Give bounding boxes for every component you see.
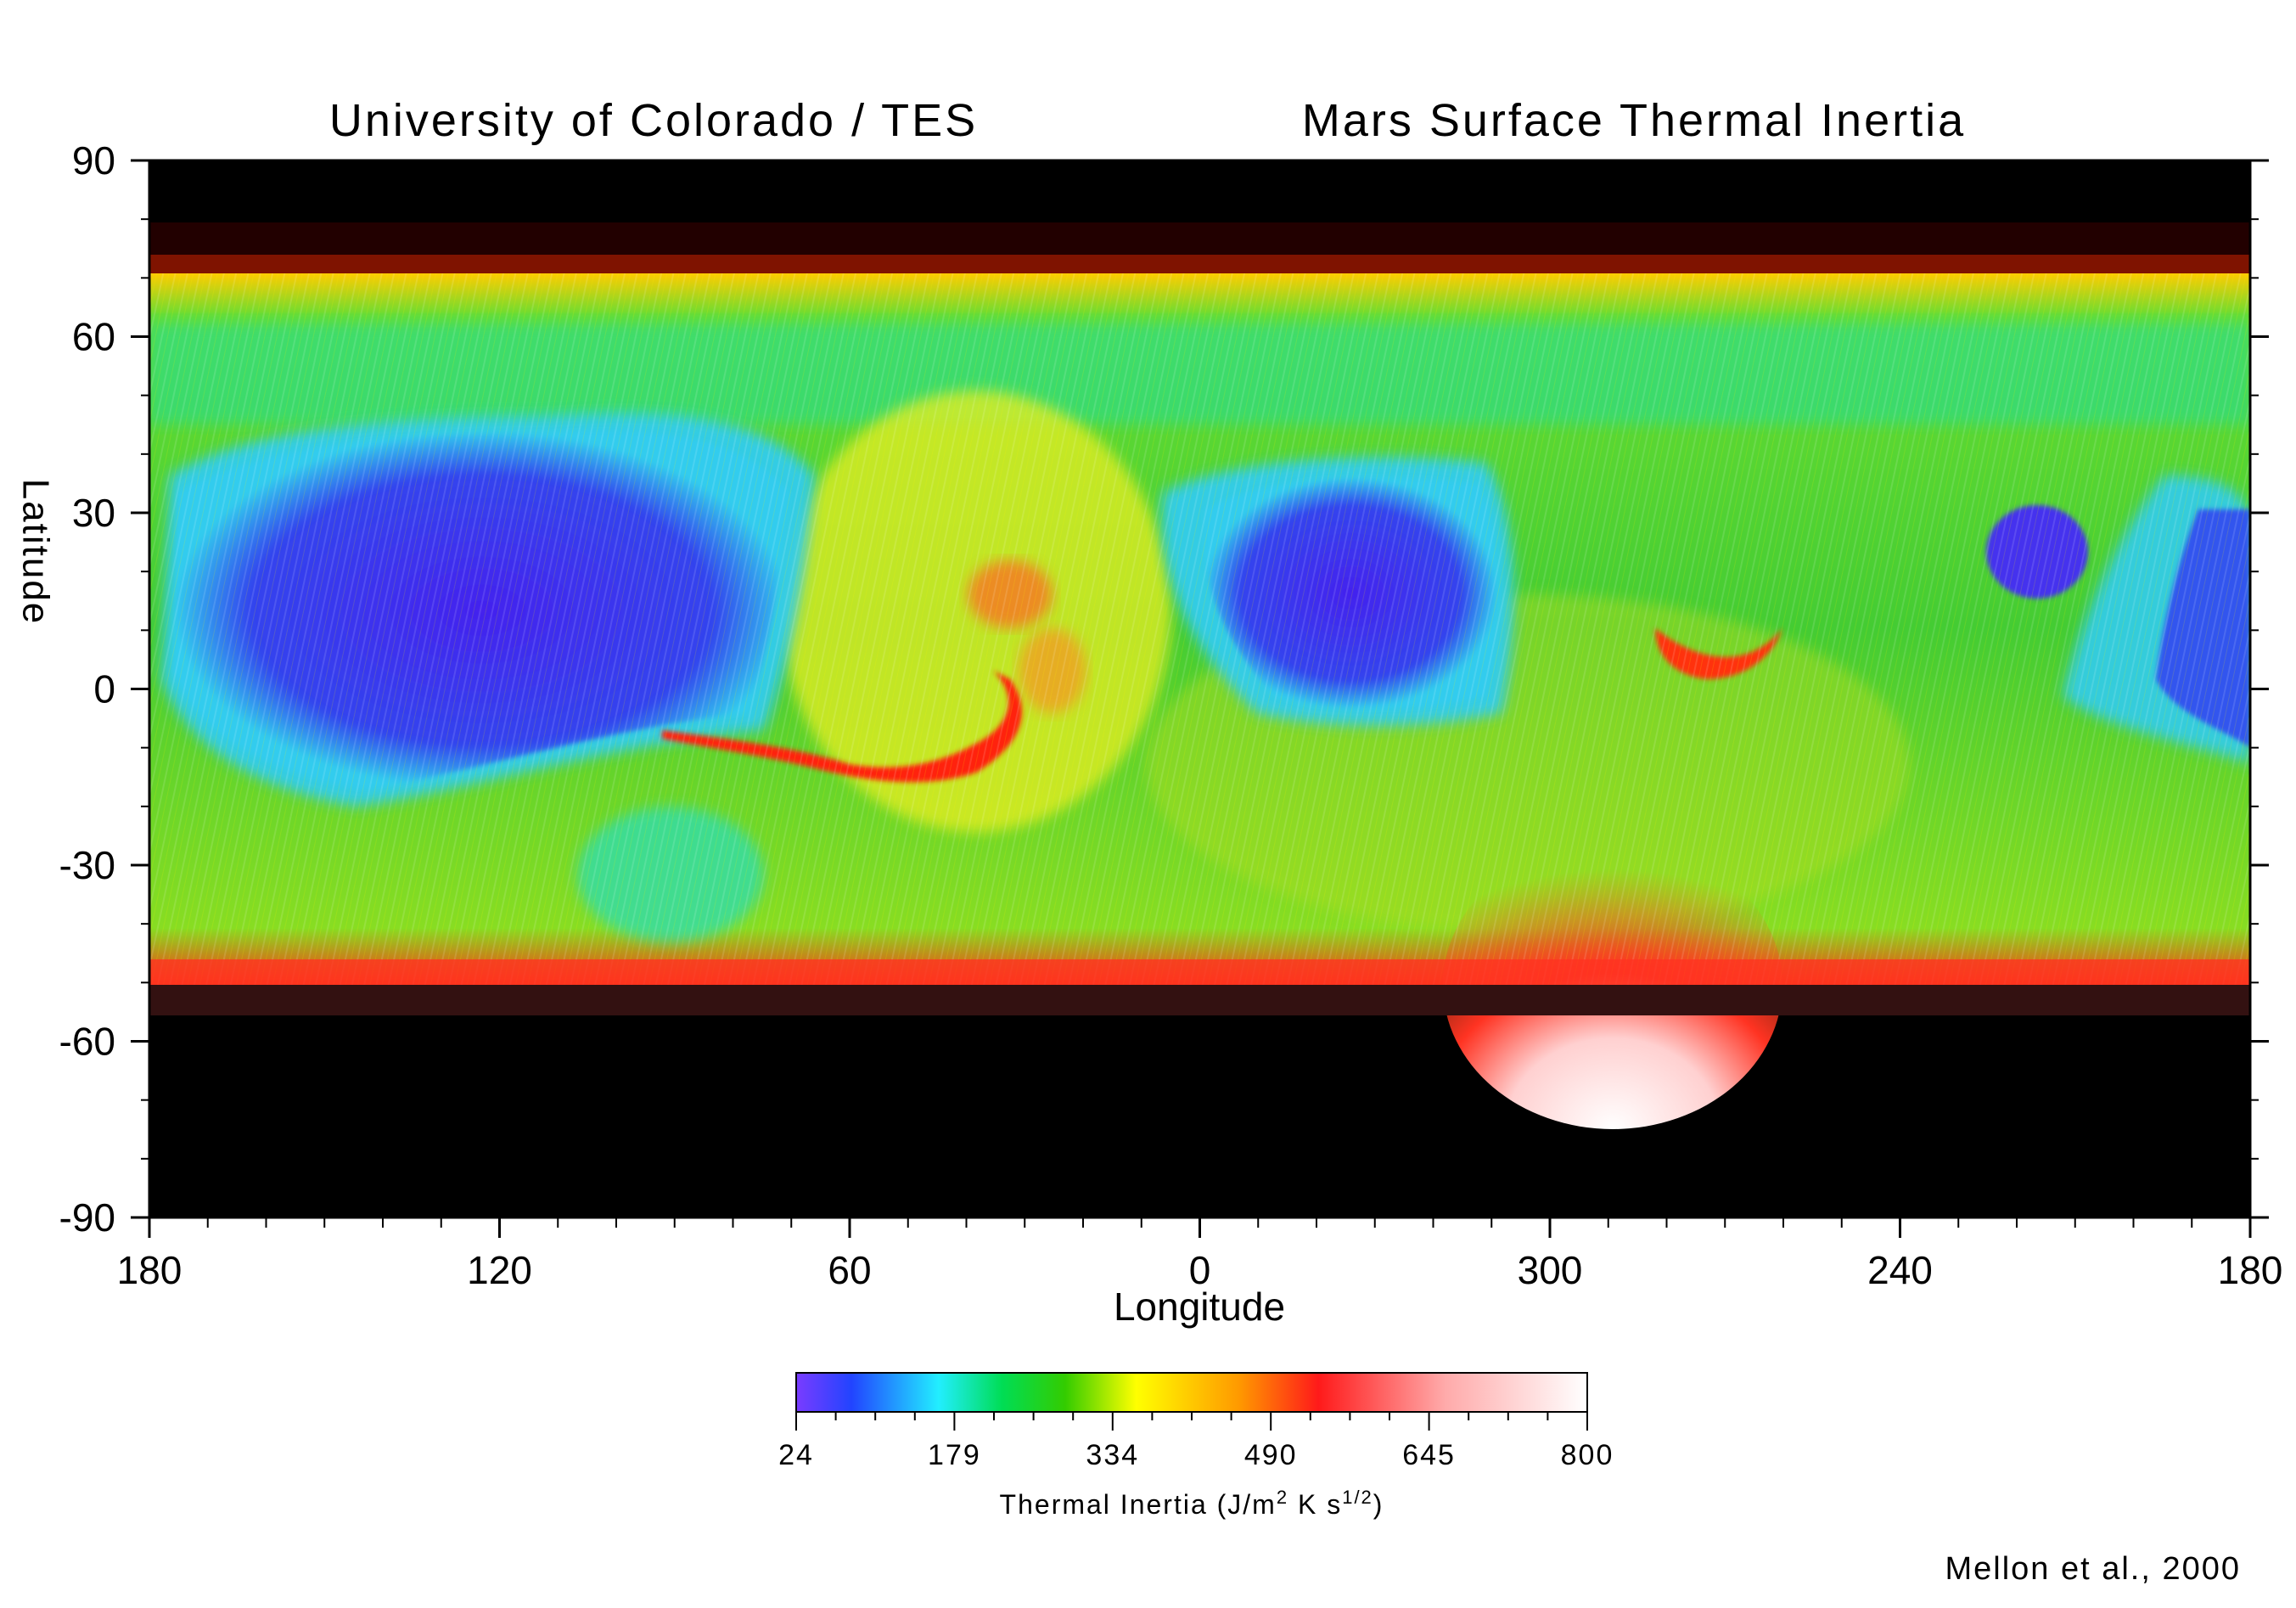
mars-thermal-inertia-map	[149, 160, 2250, 1217]
y-tick-label: 0	[93, 667, 115, 711]
y-tick-label: -60	[59, 1020, 115, 1064]
y-tick-label: 60	[72, 315, 115, 359]
x-tick-label: 180	[2218, 1248, 2283, 1292]
colorbar-tick-label: 334	[1086, 1439, 1139, 1471]
x-tick-label: 0	[1189, 1248, 1211, 1292]
colorbar-tick-label: 800	[1561, 1439, 1614, 1471]
colorbar-ticks: 24 179 334 490 645 800	[778, 1412, 1614, 1471]
colorbar-tick-label: 24	[778, 1439, 814, 1471]
x-tick-label: 60	[828, 1248, 871, 1292]
y-axis-label: Latitude	[15, 479, 57, 626]
y-axis: 90 60 30 0 -30 -60 -90	[59, 138, 2269, 1240]
y-tick-label: 30	[72, 491, 115, 535]
x-axis: 180 120 60 0 300 240 180	[117, 1217, 2283, 1292]
colorbar-tick-label: 179	[928, 1439, 981, 1471]
x-tick-label: 120	[467, 1248, 532, 1292]
colorbar-label: Thermal Inertia (J/m2 K s1/2)	[1000, 1487, 1384, 1521]
y-tick-label: -90	[59, 1195, 115, 1240]
x-tick-label: 240	[1867, 1248, 1933, 1292]
credit-text: Mellon et al., 2000	[1945, 1551, 2241, 1587]
y-tick-label: -30	[59, 843, 115, 887]
colorbar-tick-label: 645	[1402, 1439, 1456, 1471]
colorbar	[795, 1372, 1588, 1413]
x-tick-label: 300	[1518, 1248, 1583, 1292]
chart-title-left: University of Colorado / TES	[329, 95, 978, 146]
chart-title-right: Mars Surface Thermal Inertia	[1302, 95, 1966, 146]
y-tick-label: 90	[72, 138, 115, 183]
x-tick-label: 180	[117, 1248, 182, 1292]
x-axis-label: Longitude	[1114, 1285, 1285, 1329]
colorbar-tick-label: 490	[1244, 1439, 1298, 1471]
